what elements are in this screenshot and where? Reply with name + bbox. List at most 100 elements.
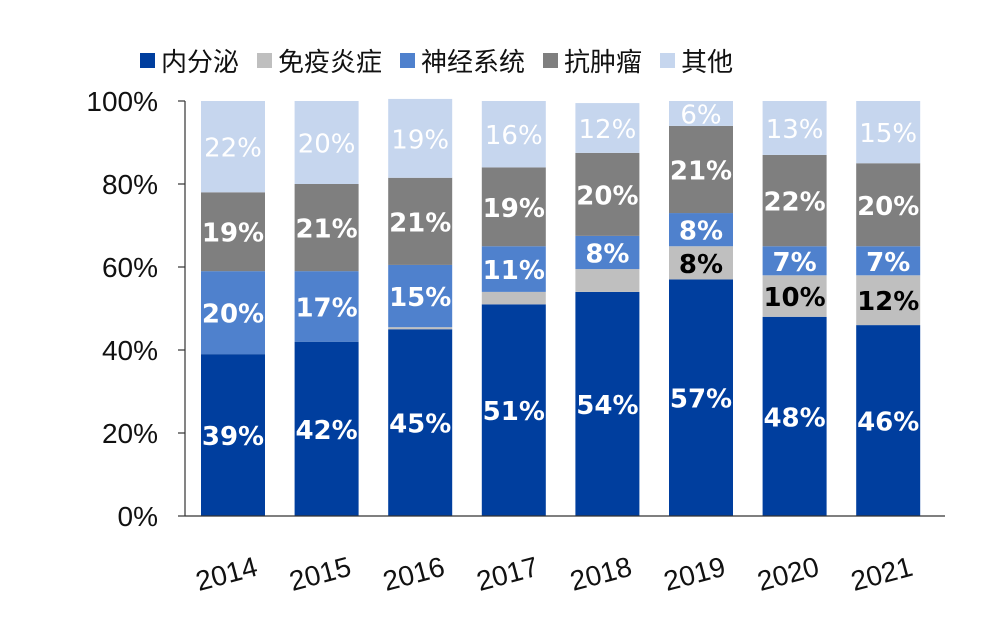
legend-label-immune: 免疫炎症 bbox=[278, 47, 383, 78]
data-label: 8% bbox=[679, 250, 723, 280]
data-label: 17% bbox=[295, 293, 357, 323]
x-tick-label: 2016 bbox=[380, 551, 448, 597]
data-label: 8% bbox=[679, 217, 723, 247]
bar-segment bbox=[201, 192, 265, 272]
bar-segment bbox=[294, 271, 359, 342]
bar-segment bbox=[669, 246, 733, 280]
bar-segment bbox=[201, 101, 265, 193]
bar-segment bbox=[762, 101, 827, 155]
bar-segment bbox=[294, 184, 359, 272]
bar-segment bbox=[575, 103, 640, 153]
data-label: 22% bbox=[763, 188, 825, 218]
data-label: 19% bbox=[391, 125, 449, 155]
data-label: 19% bbox=[483, 194, 545, 224]
legend-swatch-endocrine bbox=[140, 52, 155, 68]
legend-label-oncology: 抗肿瘤 bbox=[564, 47, 643, 78]
data-label: 21% bbox=[670, 156, 732, 186]
data-label: 46% bbox=[857, 408, 919, 438]
legend-label-other: 其他 bbox=[681, 47, 734, 78]
bar-segment bbox=[481, 304, 546, 516]
bar-segment bbox=[575, 235, 640, 270]
data-label: 11% bbox=[483, 256, 545, 286]
bar-segment bbox=[669, 101, 733, 126]
bar-segment bbox=[856, 101, 921, 164]
data-label: 12% bbox=[579, 115, 637, 145]
legend-item-immune: 免疫炎症 bbox=[257, 42, 382, 79]
data-label: 15% bbox=[859, 119, 917, 149]
bar-segment bbox=[856, 275, 921, 326]
y-tick-label: 80% bbox=[102, 169, 158, 200]
y-tick-label: 100% bbox=[86, 86, 158, 117]
bar-segment bbox=[575, 291, 640, 516]
data-label: 20% bbox=[576, 181, 638, 211]
bar-segment bbox=[201, 354, 265, 516]
bar-segment bbox=[388, 98, 453, 178]
legend-item-neuro: 神经系统 bbox=[400, 42, 525, 79]
y-tick-label: 60% bbox=[102, 252, 158, 283]
data-label: 57% bbox=[670, 385, 732, 415]
legend-swatch-immune bbox=[257, 52, 273, 68]
legend-swatch-neuro bbox=[400, 52, 416, 68]
bar-segment bbox=[481, 167, 546, 247]
data-label: 8% bbox=[585, 239, 629, 269]
bar-segment bbox=[762, 154, 827, 247]
x-tick-label: 2015 bbox=[286, 551, 354, 597]
legend-item-endocrine: 内分泌 bbox=[140, 42, 239, 79]
data-label: 21% bbox=[389, 208, 451, 238]
data-label: 20% bbox=[857, 192, 919, 222]
data-label: 51% bbox=[483, 397, 545, 427]
bar-segment bbox=[481, 291, 546, 305]
data-label: 21% bbox=[295, 215, 357, 245]
bar-segment bbox=[575, 152, 640, 236]
bar-segment bbox=[575, 269, 640, 292]
bar-segment bbox=[481, 101, 546, 168]
x-tick-label: 2019 bbox=[660, 551, 728, 597]
data-label: 12% bbox=[857, 287, 919, 317]
bar-segment bbox=[762, 246, 827, 276]
bar-segment bbox=[669, 125, 733, 214]
bar-segment bbox=[294, 101, 359, 184]
data-label: 10% bbox=[763, 283, 825, 313]
data-label: 19% bbox=[202, 219, 264, 249]
bar-segment bbox=[388, 177, 453, 265]
bar-segment bbox=[388, 327, 453, 330]
y-tick-label: 20% bbox=[102, 418, 158, 449]
bar-segment bbox=[762, 275, 827, 317]
data-label: 7% bbox=[866, 248, 910, 278]
x-tick-label: 2018 bbox=[567, 551, 635, 597]
y-tick-label: 40% bbox=[102, 335, 158, 366]
legend-swatch-oncology bbox=[543, 52, 559, 68]
data-label: 39% bbox=[202, 422, 264, 452]
data-label: 20% bbox=[298, 130, 356, 160]
legend-item-oncology: 抗肿瘤 bbox=[543, 42, 642, 79]
bar-segment bbox=[856, 325, 921, 516]
x-tick-label: 2021 bbox=[848, 551, 916, 597]
legend: 内分泌 免疫炎症 神经系统 抗肿瘤 其他 bbox=[140, 40, 733, 80]
legend-swatch-other bbox=[660, 52, 676, 68]
data-label: 22% bbox=[204, 134, 262, 164]
x-tick-label: 2014 bbox=[192, 551, 260, 597]
data-label: 48% bbox=[763, 403, 825, 433]
data-label: 54% bbox=[576, 391, 638, 421]
data-label: 16% bbox=[485, 121, 543, 151]
data-label: 42% bbox=[295, 416, 357, 446]
y-tick-label: 0% bbox=[118, 501, 158, 532]
data-label: 20% bbox=[202, 300, 264, 330]
data-label: 15% bbox=[389, 283, 451, 313]
bar-segment bbox=[762, 316, 827, 516]
bar-segment bbox=[856, 163, 921, 247]
legend-item-other: 其他 bbox=[660, 42, 733, 79]
bar-segment bbox=[294, 341, 359, 516]
x-tick-label: 2020 bbox=[754, 551, 822, 597]
data-label: 6% bbox=[680, 100, 721, 130]
bar-segment bbox=[669, 213, 733, 247]
bar-segment bbox=[481, 246, 546, 292]
bar-segment bbox=[201, 271, 265, 355]
bar-segment bbox=[388, 264, 453, 328]
bar-segment bbox=[856, 246, 921, 276]
bar-segment bbox=[388, 329, 453, 516]
data-label: 13% bbox=[766, 115, 824, 145]
legend-label-endocrine: 内分泌 bbox=[161, 47, 240, 78]
legend-label-neuro: 神经系统 bbox=[421, 47, 526, 78]
